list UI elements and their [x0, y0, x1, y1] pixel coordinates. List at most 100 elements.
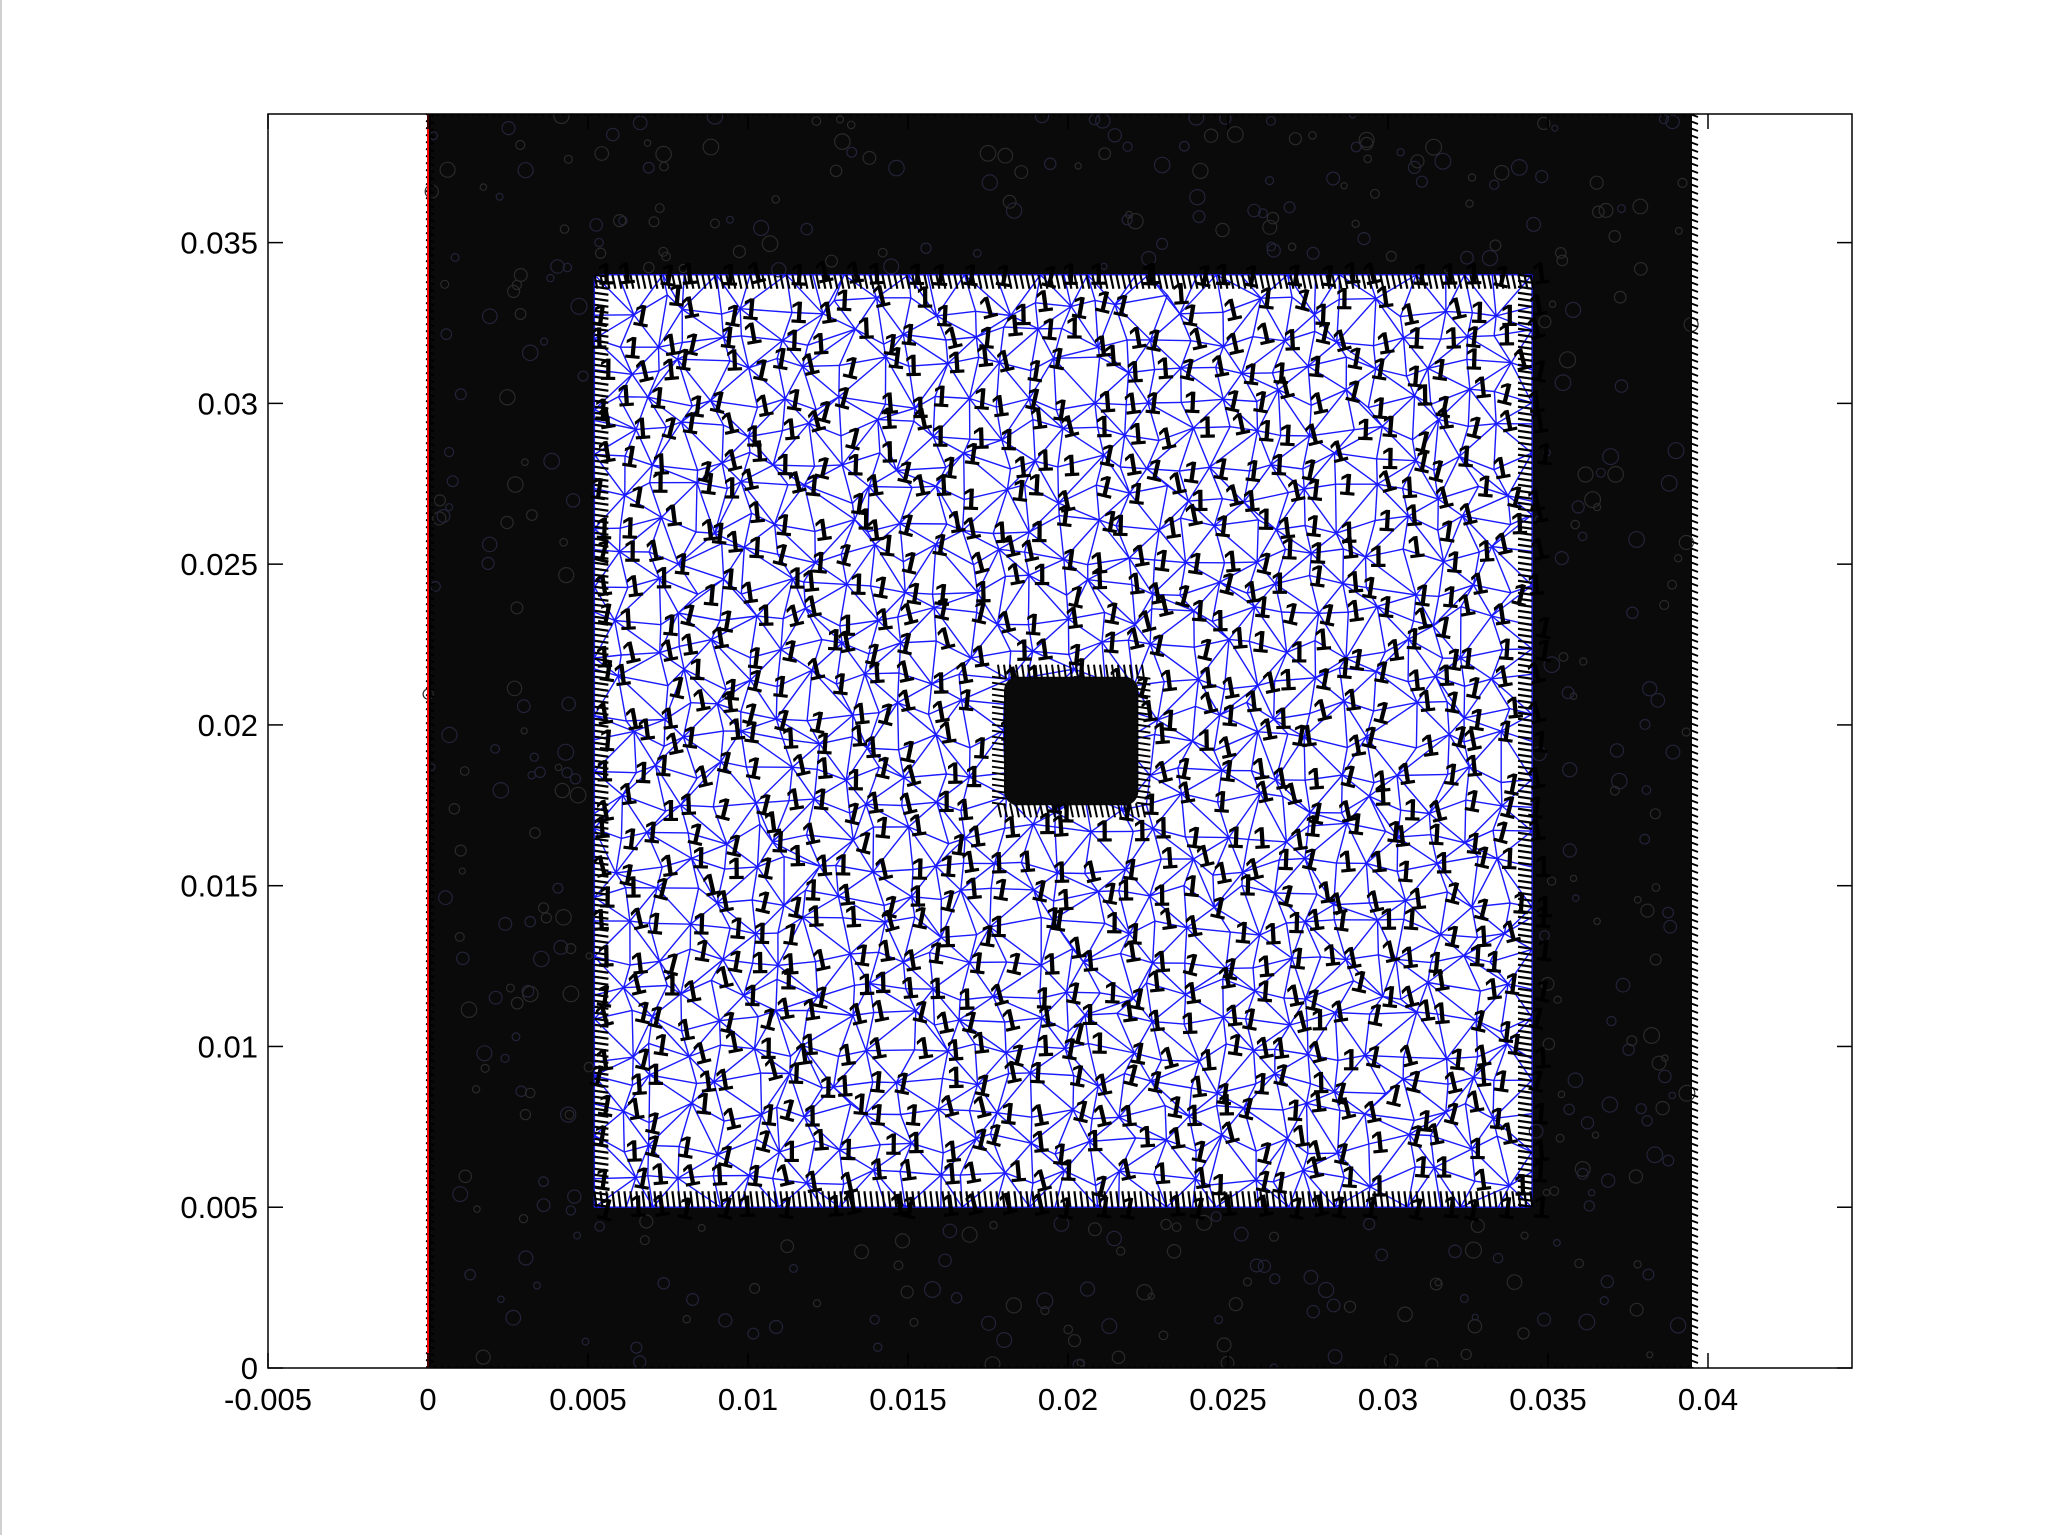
mesh-node-label: 1 [819, 1070, 837, 1105]
mesh-node-label: 1 [616, 378, 636, 414]
boundary-mark [768, 1191, 770, 1207]
mesh-node-label: 1 [1356, 412, 1375, 448]
mesh-node-label: 1 [713, 743, 738, 781]
boundary-mark [864, 1191, 866, 1207]
mesh-node-label: 1 [1339, 530, 1360, 566]
mesh-node-label: 1 [1431, 995, 1451, 1031]
mesh-node-label: 1 [1334, 1089, 1359, 1127]
mesh-node-label: 1 [909, 466, 933, 504]
mesh-node-label: 1 [1401, 901, 1421, 937]
mesh-node-label: 1 [662, 497, 683, 534]
mesh-node-label: 1 [1233, 915, 1253, 951]
mesh-node-label: 1 [634, 755, 653, 791]
mesh-node-label: 1 [929, 526, 952, 564]
mesh-edge [777, 965, 778, 979]
mesh-node-label: 1 [1369, 539, 1386, 574]
mesh-node-label: 1 [743, 749, 767, 787]
mesh-node-label: 1 [1137, 1119, 1157, 1155]
mesh-node-label: 1 [1120, 1056, 1145, 1094]
mesh-node-label: 1 [1445, 544, 1465, 580]
mesh-node-label: 1 [786, 1055, 805, 1091]
mesh-node-label: 1 [1461, 782, 1484, 820]
mesh-node-label: 1 [1143, 385, 1164, 422]
mesh-node-label: 1 [1407, 320, 1426, 356]
mesh-node-label: 1 [1158, 662, 1179, 699]
boundary-mark [924, 1191, 926, 1207]
mesh-node-label: 1 [1276, 842, 1295, 878]
mesh-node-label: 1 [1533, 899, 1553, 935]
mesh-node-label: 1 [809, 941, 833, 979]
mesh-node-label: 1 [1271, 566, 1288, 601]
mesh-node-label: 1 [784, 781, 807, 818]
mesh-node-label: 1 [1214, 257, 1233, 293]
mesh-edge [1413, 396, 1415, 440]
mesh-node-label: 1 [839, 1132, 857, 1167]
mesh-node-label: 1 [1028, 1055, 1047, 1091]
mesh-node-label: 1 [874, 695, 899, 733]
mesh-node-label: 1 [1331, 902, 1353, 939]
mesh-node-label: 1 [1207, 889, 1232, 927]
mesh-node-label: 1 [1252, 589, 1273, 626]
mesh-node-label: 1 [895, 506, 921, 544]
mesh-node-label: 1 [618, 601, 637, 637]
mesh-node-label: 1 [1090, 1026, 1108, 1061]
mesh-node-label: 1 [1057, 407, 1082, 445]
mesh-node-label: 1 [1405, 529, 1426, 566]
boundary-mark [702, 275, 705, 289]
mesh-node-label: 1 [1369, 1124, 1390, 1161]
mesh-node-label: 1 [1146, 1002, 1167, 1039]
boundary-mark [672, 1191, 674, 1207]
mesh-node-label: 1 [597, 938, 615, 973]
mesh-node-label: 1 [1225, 1026, 1247, 1063]
mesh-node-label: 1 [998, 1001, 1023, 1039]
mesh-node-label: 1 [650, 870, 675, 908]
mesh-node-label: 1 [1229, 620, 1249, 656]
mesh-node-label: 1 [1180, 1006, 1199, 1042]
mesh-node-label: 1 [655, 560, 673, 595]
mesh-node-label: 1 [965, 759, 982, 794]
mesh-node-label: 1 [701, 577, 721, 613]
mesh-node-label: 1 [1125, 354, 1144, 390]
mesh-node-label: 1 [968, 594, 993, 632]
boundary-mark [636, 275, 639, 289]
mesh-node-label: 1 [1212, 784, 1232, 820]
boundary-mark [744, 275, 747, 289]
mesh-node-label: 1 [663, 967, 680, 1002]
mesh-node-label: 1 [680, 404, 702, 441]
mesh-node-label: 1 [1133, 813, 1151, 848]
mesh-node-label: 1 [1307, 558, 1329, 595]
mesh-node-label: 1 [1175, 774, 1198, 811]
mesh-node-label: 1 [1431, 478, 1456, 516]
mesh-node-label: 1 [880, 434, 898, 469]
boundary-mark [870, 1191, 872, 1207]
boundary-mark [768, 275, 771, 289]
mesh-node-label: 1 [969, 638, 991, 675]
mesh-node-label: 1 [751, 945, 769, 980]
mesh-node-label: 1 [1404, 621, 1423, 657]
mesh-node-label: 1 [680, 719, 702, 756]
mesh-node-label: 1 [1189, 593, 1209, 629]
mesh-node-label: 1 [1335, 650, 1355, 686]
mesh-node-label: 1 [1440, 1094, 1465, 1132]
mesh-node-label: 1 [1059, 541, 1081, 578]
mesh-node-label: 1 [1095, 814, 1112, 849]
boundary-mark [762, 1191, 764, 1207]
boundary-mark [642, 275, 645, 289]
mesh-node-label: 1 [1017, 843, 1037, 879]
mesh-node-label: 1 [1176, 350, 1201, 388]
mesh-edge [659, 347, 660, 371]
mesh-node-label: 1 [1399, 939, 1420, 976]
mesh-node-label: 1 [1377, 503, 1396, 539]
mesh-node-label: 1 [1280, 531, 1299, 567]
mesh-node-label: 1 [1143, 256, 1162, 292]
mesh-edge [976, 311, 977, 337]
mesh-node-label: 1 [1418, 727, 1440, 764]
mesh-node-label: 1 [717, 404, 741, 442]
boundary-mark [882, 1191, 884, 1207]
mesh-node-label: 1 [1182, 907, 1205, 944]
mesh-node-label: 1 [694, 1086, 715, 1122]
mesh-node-label: 1 [752, 1122, 777, 1160]
boundary-mark [618, 1191, 620, 1207]
